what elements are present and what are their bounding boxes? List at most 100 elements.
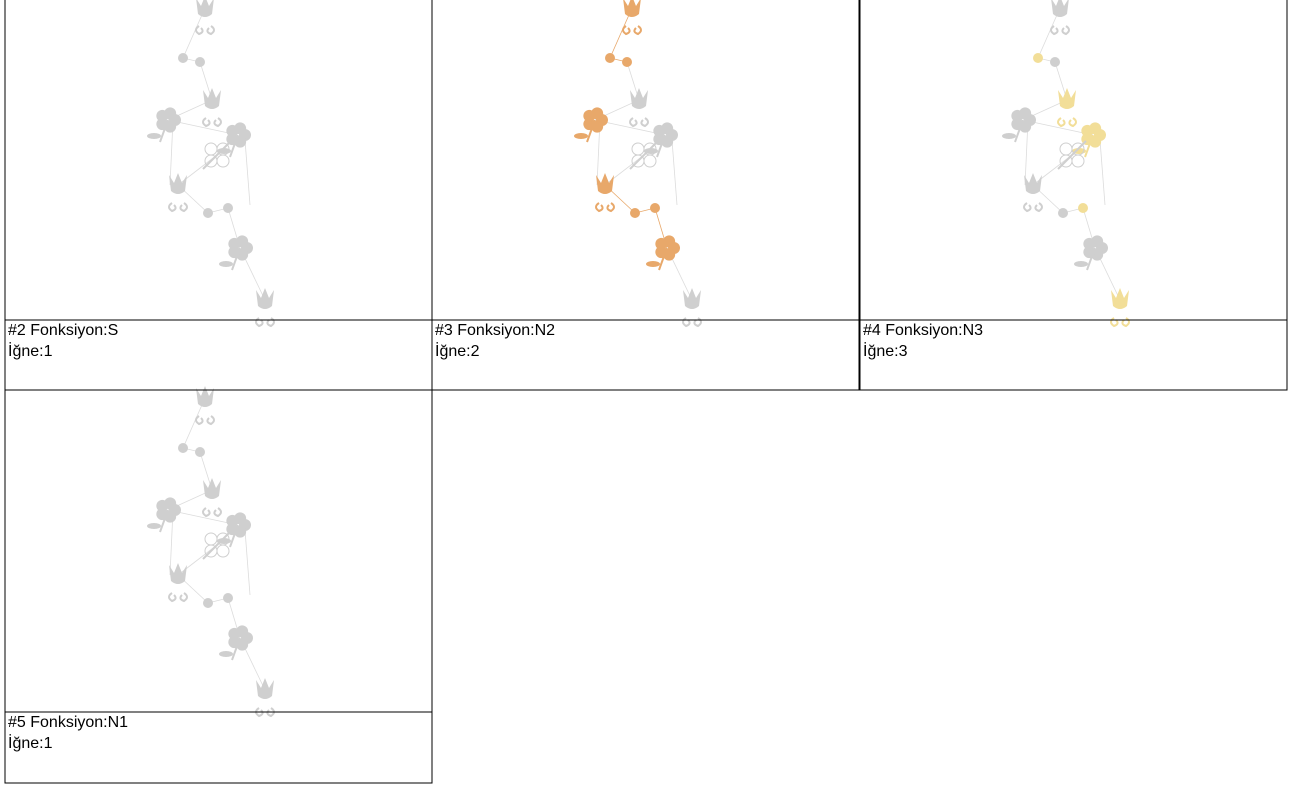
motif-dot [223,203,233,213]
design-cell: #2 Fonksiyon:S İğne:1 [4,0,433,391]
motif-dot [650,203,660,213]
motif-stem [656,134,666,158]
motif-dot [203,208,213,218]
motif-tulip [1111,288,1129,309]
motif-dot [1078,203,1088,213]
motif-petal [164,107,177,120]
motif-tulip [1024,173,1042,194]
motif-curl [168,592,188,603]
motif-petal [164,497,177,510]
motif-curl [1023,202,1043,213]
motif-curl [1050,25,1070,36]
motif-petal [661,122,674,135]
motif-curl [202,117,222,128]
cell-needle: İğne:1 [8,733,53,752]
motif-ring [216,544,230,558]
cell-title: #3 Fonksiyon:N2 [435,322,555,339]
cell-border [859,0,1288,391]
motif-curl [195,415,215,426]
motif-dot [178,53,188,63]
motif-curl [629,117,649,128]
design-cell: #3 Fonksiyon:N2 İğne:2 [431,0,860,391]
jump-line [609,7,633,59]
cell-needle: İğne:2 [435,341,480,360]
motif-stem [658,247,668,271]
motif-petal [591,107,604,120]
design-cell: #4 Fonksiyon:N3 İğne:3 [859,0,1288,391]
motif-leaf [1002,133,1016,139]
motif-stem [629,140,659,170]
motif-leaf [1074,261,1088,267]
jump-line [1099,139,1106,206]
motif-leaf [219,261,233,267]
jump-line [182,397,206,449]
motif-leaf [147,133,161,139]
motif-stem [231,247,241,271]
motif-ring [216,154,230,168]
motif-stem [202,140,232,170]
jump-line [244,529,251,596]
motif-curl [202,507,222,518]
design-cell: #5 Fonksiyon:N1 İğne:1 [4,386,433,784]
motif-stem [231,637,241,661]
cell-title: #5 Fonksiyon:N1 [8,714,128,731]
cell-border [431,0,860,391]
motif-tulip [196,0,214,17]
cell-title: #4 Fonksiyon:N3 [863,322,983,339]
motif-tulip [623,0,641,17]
motif-curl [1110,317,1130,328]
motif-leaf [147,523,161,529]
motif-dot [178,443,188,453]
motif-curl [255,317,275,328]
cell-needle: İğne:1 [8,341,53,360]
motif-curl [195,25,215,36]
motif-ring [643,154,657,168]
motif-petal [236,235,249,248]
motif-stem [229,134,239,158]
motif-curl [168,202,188,213]
motif-ring [204,142,218,156]
cell-needle: İğne:3 [863,341,908,360]
motif-tulip [256,288,274,309]
motif-tulip [1051,0,1069,17]
jump-line [671,139,678,206]
motif-petal [234,122,247,135]
motif-dot [1050,57,1060,67]
motif-dot [630,208,640,218]
motif-tulip [1058,88,1076,109]
jump-line [182,7,206,59]
motif-stem [1014,119,1024,143]
motif-stem [1084,134,1094,158]
motif-dot [203,598,213,608]
motif-tulip [169,173,187,194]
motif-tulip [596,173,614,194]
motif-tulip [256,678,274,699]
motif-leaf [219,651,233,657]
motif-petal [663,235,676,248]
motif-tulip [630,88,648,109]
cell-border [4,389,433,784]
motif-petal [1089,122,1102,135]
motif-dot [195,57,205,67]
cell-title: #2 Fonksiyon:S [8,322,118,339]
motif-ring [1059,142,1073,156]
motif-dot [1033,53,1043,63]
motif-curl [682,317,702,328]
motif-tulip [196,386,214,407]
motif-leaf [574,133,588,139]
motif-ring [631,142,645,156]
motif-stem [229,524,239,548]
motif-ring [204,532,218,546]
motif-dot [223,593,233,603]
motif-petal [234,512,247,525]
motif-dot [1058,208,1068,218]
motif-ring [1071,154,1085,168]
motif-stem [159,509,169,533]
motif-stem [1057,140,1087,170]
motif-curl [622,25,642,36]
motif-stem [159,119,169,143]
motif-tulip [169,563,187,584]
motif-tulip [683,288,701,309]
